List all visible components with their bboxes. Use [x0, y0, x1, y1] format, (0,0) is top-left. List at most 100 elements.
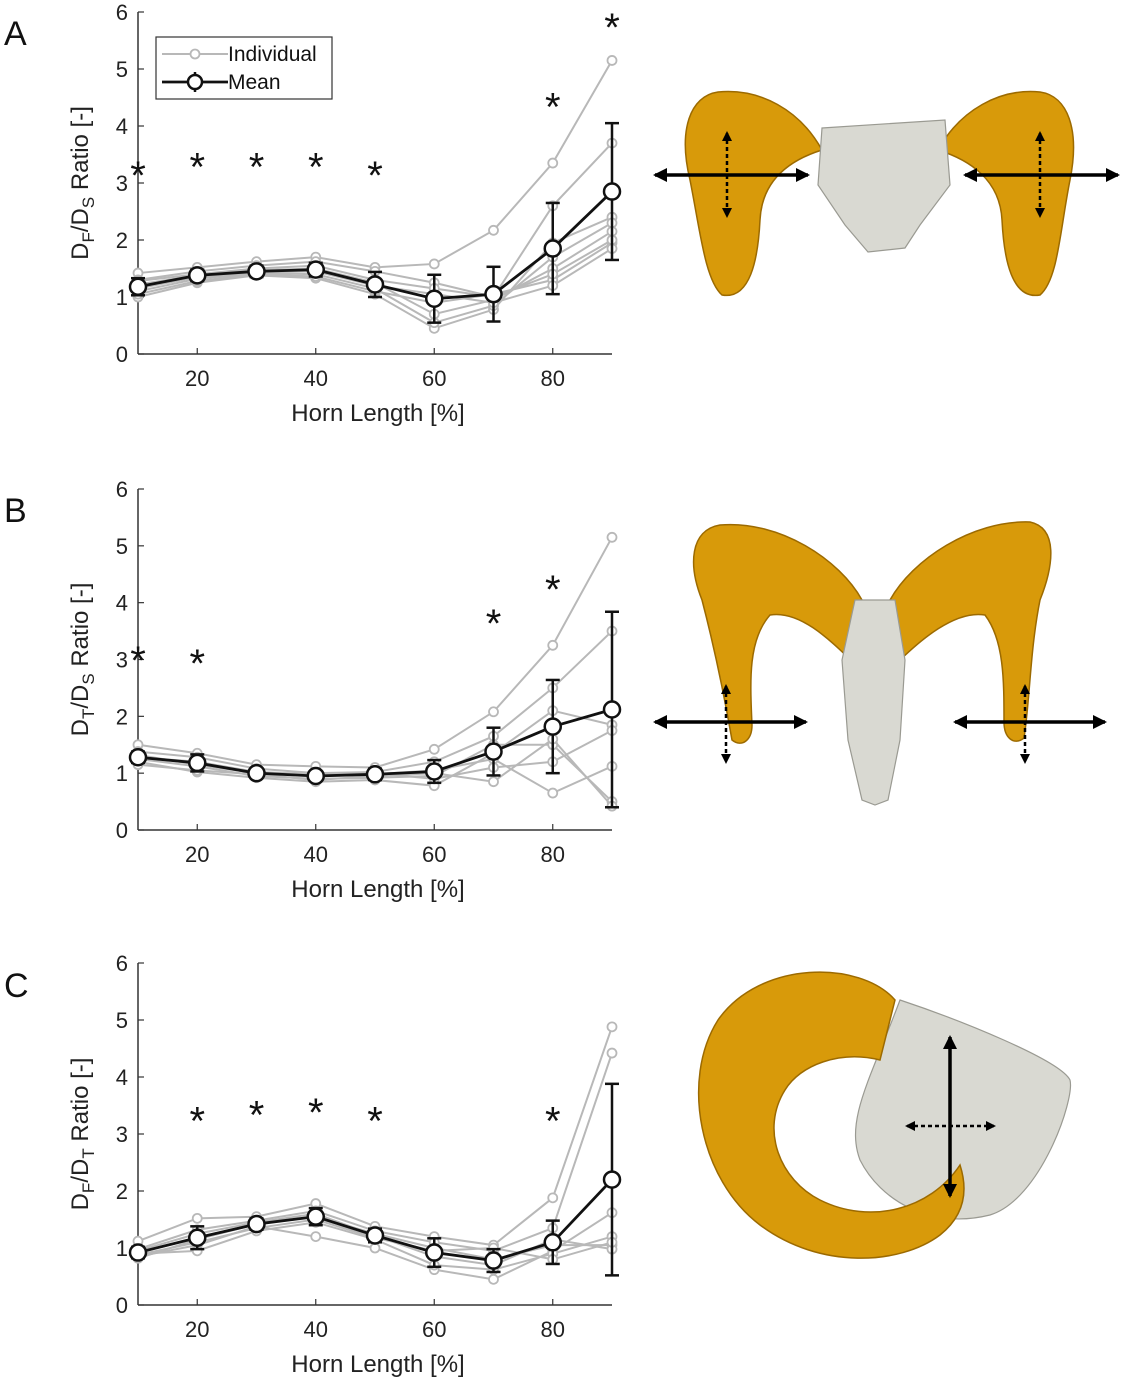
significance-star: *: [545, 568, 561, 612]
x-axis-label: Horn Length [%]: [291, 1351, 464, 1378]
skull: [854, 999, 1072, 1220]
y-label-subscript: T: [79, 709, 98, 719]
panel-letter: C: [4, 967, 29, 1005]
mean-point: [247, 763, 266, 783]
chart-panel-b: B 0 1 2 3 4 5 6 20 40 60 80 Horn Length [%] DT/DS Rat…: [4, 477, 622, 903]
y-tick-label: 6: [116, 951, 128, 976]
mean-point: [365, 765, 385, 784]
individual-point: [547, 639, 559, 651]
individual-point: [488, 776, 499, 788]
mean-point: [602, 182, 622, 201]
mean-point: [425, 1243, 444, 1262]
x-tick-label: 40: [304, 366, 328, 391]
mean-point: [365, 1226, 385, 1245]
significance-star: *: [604, 6, 620, 50]
mean-point: [543, 1233, 562, 1252]
x-tick-label: 20: [185, 842, 209, 867]
individual-point: [310, 1231, 322, 1242]
significance-star: *: [249, 146, 265, 190]
chart-panel-c: C 0 1 2 3 4 5 6 20 40 60 80 Horn Length [%] DF/DT Rat…: [4, 951, 622, 1378]
y-tick-label: 3: [116, 648, 128, 673]
y-label-subscript: T: [79, 1148, 98, 1158]
individual-point: [606, 531, 618, 543]
significance-star: *: [189, 146, 205, 190]
mean-point: [543, 239, 562, 258]
individual-point: [547, 1192, 559, 1204]
mean-point: [425, 289, 444, 308]
individual-point: [547, 787, 559, 799]
significance-star: *: [130, 639, 146, 683]
y-tick-label: 6: [116, 477, 128, 502]
mean-point: [602, 1170, 622, 1189]
x-axis-label: Horn Length [%]: [291, 400, 464, 427]
mean-point: [128, 277, 148, 296]
x-tick-label: 20: [185, 366, 209, 391]
mean-point: [484, 284, 503, 304]
significance-star: *: [308, 1091, 324, 1135]
y-tick-label: 0: [116, 818, 128, 843]
y-tick-label: 5: [116, 534, 128, 559]
x-tick-label: 80: [541, 842, 565, 867]
significance-star: *: [189, 642, 205, 686]
horn-illustration-b: [692, 521, 1052, 806]
y-label-subscript: S: [79, 673, 98, 684]
mean-point: [484, 742, 503, 761]
legend-mean-label: Mean: [228, 71, 281, 94]
horn-illustration-c: [698, 971, 1072, 1259]
y-tick-label: 0: [116, 342, 128, 367]
individual-point: [428, 258, 440, 270]
mean-point: [306, 1207, 325, 1226]
mean-point: [128, 748, 148, 767]
y-tick-label: 5: [116, 57, 128, 82]
y-tick-label: 5: [116, 1008, 128, 1033]
panel-letter: B: [4, 492, 27, 530]
significance-star: *: [249, 1094, 265, 1138]
y-tick-label: 2: [116, 704, 128, 729]
significance-star: *: [486, 602, 502, 646]
mean-point: [247, 262, 266, 281]
left-horn: [692, 523, 863, 744]
y-tick-label: 3: [116, 171, 128, 196]
y-label-text: D: [67, 719, 94, 736]
significance-star: *: [367, 1099, 383, 1143]
mean-point: [425, 762, 444, 781]
y-label-text: /D: [67, 208, 94, 232]
y-tick-label: 2: [116, 228, 128, 253]
y-label-text: Ratio [-]: [67, 583, 94, 674]
x-tick-label: 20: [185, 1317, 209, 1342]
significance-star: *: [545, 86, 561, 130]
y-axis-label: DT/DS Ratio [-]: [67, 583, 98, 737]
y-tick-label: 4: [116, 591, 128, 616]
x-tick-label: 40: [304, 1317, 328, 1342]
mean-point: [306, 260, 325, 279]
y-tick-label: 4: [116, 114, 128, 139]
individual-point: [606, 1047, 618, 1059]
mean-point: [188, 753, 207, 773]
x-tick-label: 60: [422, 842, 446, 867]
mean-point: [188, 1228, 207, 1247]
chart-panel-a: A 0 1 2 3 4 5 6 20 40 60 80 Horn Length [%] DF/DS Rat…: [4, 0, 622, 427]
x-tick-label: 60: [422, 1317, 446, 1342]
mean-point: [543, 717, 562, 736]
y-tick-label: 1: [116, 761, 128, 786]
individual-point: [488, 224, 499, 236]
significance-star: *: [545, 1099, 561, 1143]
y-tick-label: 2: [116, 1179, 128, 1204]
x-tick-label: 60: [422, 366, 446, 391]
significance-star: *: [189, 1099, 205, 1143]
x-tick-label: 80: [541, 1317, 565, 1342]
mean-point: [188, 266, 207, 285]
y-tick-label: 3: [116, 1122, 128, 1147]
legend-box: [155, 36, 333, 100]
legend-mean-marker: [186, 73, 204, 91]
mean-point: [365, 275, 385, 294]
y-tick-label: 1: [116, 1236, 128, 1261]
individual-point: [606, 1021, 618, 1033]
individual-point: [488, 706, 499, 718]
mean-point: [602, 700, 622, 719]
x-axis-label: Horn Length [%]: [291, 876, 464, 903]
y-tick-label: 6: [116, 0, 128, 25]
y-tick-label: 0: [116, 1293, 128, 1318]
left-horn: [684, 90, 824, 297]
